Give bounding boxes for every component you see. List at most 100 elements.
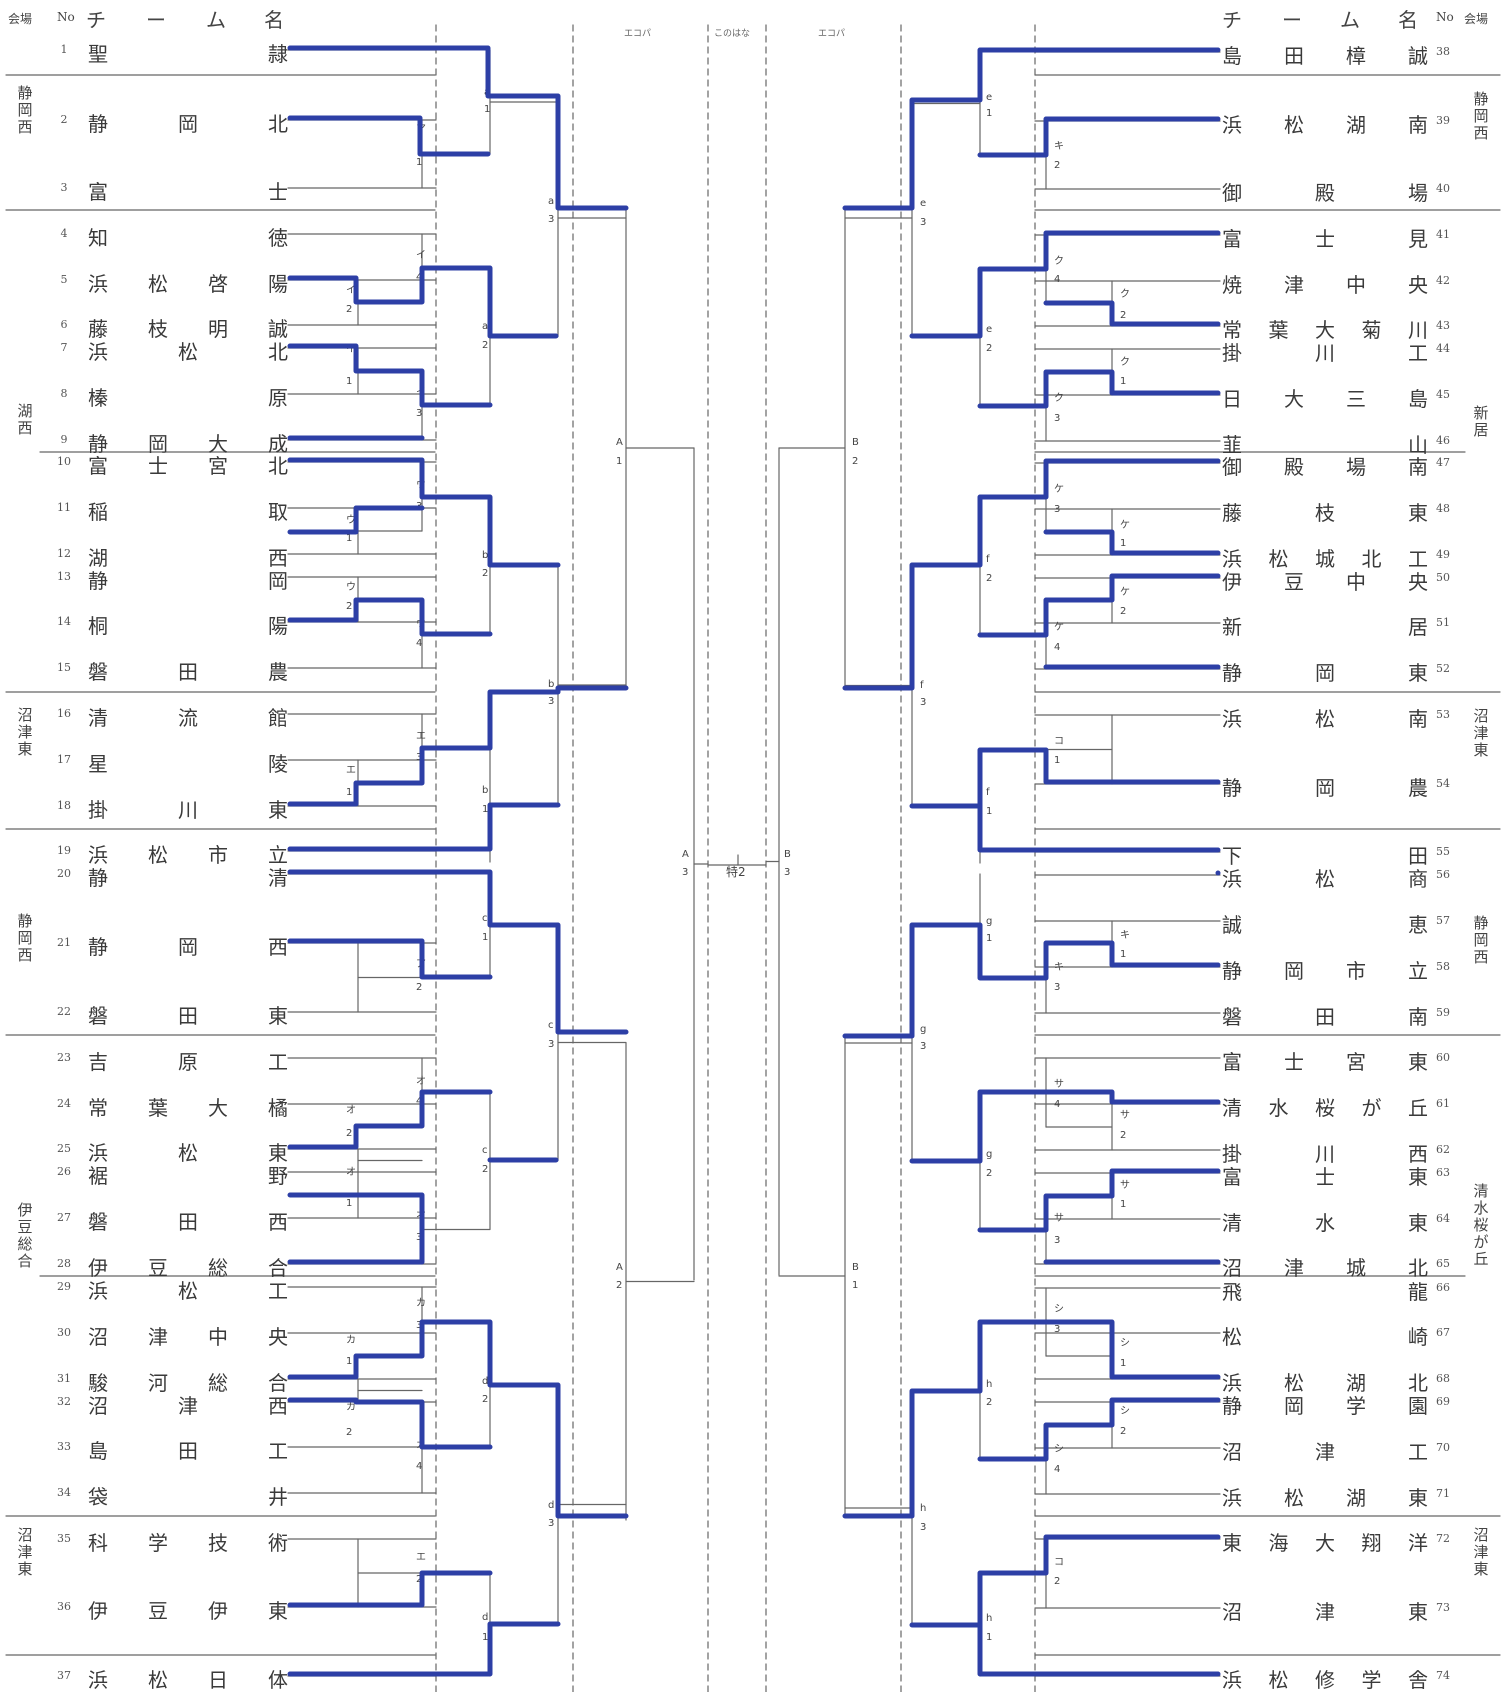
team-name-char: 浜 bbox=[1222, 867, 1242, 891]
team-name-char: 津 bbox=[148, 1325, 168, 1349]
match-label: 2 bbox=[986, 573, 992, 584]
team-name-char: 菊 bbox=[1361, 318, 1382, 342]
match-label: 2 bbox=[616, 1280, 622, 1291]
team-name-69: 静岡学園 bbox=[1220, 1390, 1430, 1418]
team-name-char: 富 bbox=[1222, 1050, 1242, 1074]
team-name-26: 裾野 bbox=[86, 1160, 290, 1188]
team-name-char: 科 bbox=[88, 1531, 108, 1555]
match-label: 1 bbox=[986, 933, 992, 944]
header-team-char-3: ム bbox=[206, 8, 226, 32]
team-no-56: 56 bbox=[1436, 868, 1450, 881]
match-label: c bbox=[548, 1020, 554, 1031]
team-no-49: 49 bbox=[1436, 548, 1450, 561]
team-name-char: 大 bbox=[1284, 387, 1304, 411]
team-name-char: 松 bbox=[1315, 707, 1335, 731]
match-label: ケ bbox=[1120, 519, 1130, 531]
team-name-15: 磐田農 bbox=[86, 656, 290, 684]
match-label: 2 bbox=[346, 304, 352, 315]
match-label: 2 bbox=[1054, 160, 1060, 171]
winner-path bbox=[842, 47, 1221, 211]
team-name-52: 静岡東 bbox=[1220, 657, 1430, 685]
match-label: ケ bbox=[1120, 586, 1130, 598]
team-name-char: 静 bbox=[88, 866, 108, 890]
team-name-21: 静岡西 bbox=[86, 931, 290, 959]
team-name-61: 清水桜が丘 bbox=[1220, 1092, 1430, 1120]
team-name-37: 浜松日体 bbox=[86, 1664, 290, 1692]
match-label: 3 bbox=[682, 867, 688, 878]
match-label: g bbox=[920, 1024, 926, 1035]
team-no-52: 52 bbox=[1436, 662, 1450, 675]
match-label: 1 bbox=[986, 1632, 992, 1643]
match-label: h bbox=[920, 1503, 926, 1514]
team-name-1: 聖隷 bbox=[86, 38, 290, 66]
winner-path bbox=[977, 1168, 1221, 1233]
team-name-char: 岡 bbox=[178, 935, 198, 959]
team-name-char: 富 bbox=[1222, 227, 1242, 251]
team-no-29: 29 bbox=[57, 1280, 71, 1293]
match-label: 3 bbox=[920, 697, 926, 708]
match-label: イ bbox=[416, 250, 426, 261]
team-no-37: 37 bbox=[57, 1669, 71, 1682]
winner-path bbox=[287, 265, 559, 339]
team-name-char: 湖 bbox=[1346, 1486, 1366, 1510]
team-name-char: 殿 bbox=[1315, 181, 1335, 205]
team-name-49: 浜松城北工 bbox=[1220, 543, 1430, 571]
match-label: キ bbox=[1054, 141, 1064, 152]
team-name-char: 松 bbox=[178, 340, 198, 364]
match-label: B bbox=[852, 437, 859, 448]
team-name-char: 清 bbox=[1222, 1211, 1242, 1235]
team-name-char: 丘 bbox=[1408, 1096, 1428, 1120]
team-name-char: 浜 bbox=[1222, 113, 1242, 137]
team-name-char: 松 bbox=[148, 1668, 168, 1692]
team-name-char: 浜 bbox=[88, 843, 108, 867]
team-no-60: 60 bbox=[1436, 1051, 1450, 1064]
team-name-char: 御 bbox=[1222, 455, 1242, 479]
match-label: サ bbox=[1054, 1212, 1064, 1224]
team-no-6: 6 bbox=[60, 318, 68, 331]
team-name-char: 居 bbox=[1408, 615, 1428, 639]
team-name-46: 韮山 bbox=[1220, 429, 1430, 457]
team-name-14: 桐陽 bbox=[86, 610, 290, 638]
match-label: 3 bbox=[920, 217, 926, 228]
match-label: ケ bbox=[1054, 621, 1064, 633]
team-name-47: 御殿場南 bbox=[1220, 451, 1430, 479]
team-name-char: 合 bbox=[268, 1371, 288, 1395]
team-name-char: 立 bbox=[268, 843, 288, 867]
top-label-ecopa-left: エコパ bbox=[624, 29, 652, 39]
team-name-char: 工 bbox=[1408, 341, 1428, 365]
match-label: 2 bbox=[1054, 1576, 1060, 1587]
team-name-char: 北 bbox=[1408, 1256, 1428, 1280]
winner-path bbox=[1043, 529, 1221, 556]
team-name-char: 藤 bbox=[88, 317, 108, 341]
match-label: オ bbox=[416, 1075, 426, 1087]
match-label: h bbox=[986, 1613, 992, 1624]
match-label: 1 bbox=[616, 456, 622, 467]
header-venue-left: 会場 bbox=[8, 12, 33, 26]
team-name-char: 殿 bbox=[1284, 455, 1304, 479]
team-name-22: 磐田東 bbox=[86, 1000, 290, 1028]
match-label: オ bbox=[346, 1166, 356, 1178]
team-no-72: 72 bbox=[1436, 1532, 1450, 1545]
team-name-char: 岡 bbox=[178, 112, 198, 136]
team-name-char: 静 bbox=[1222, 661, 1242, 685]
winner-path bbox=[977, 1397, 1221, 1462]
team-name-char: 清 bbox=[88, 706, 108, 730]
match-label: f bbox=[986, 554, 990, 565]
team-name-char: 松 bbox=[178, 1279, 198, 1303]
team-name-char: 豆 bbox=[148, 1256, 168, 1280]
team-name-char: 浜 bbox=[88, 272, 108, 296]
team-name-33: 島田工 bbox=[86, 1435, 290, 1463]
team-name-char: 央 bbox=[1408, 273, 1428, 297]
team-name-char: 島 bbox=[1408, 387, 1428, 411]
match-label: 3 bbox=[416, 1232, 422, 1243]
team-name-char: 河 bbox=[148, 1371, 168, 1395]
team-name-char: 体 bbox=[268, 1668, 288, 1692]
winner-path bbox=[287, 1319, 629, 1519]
match-label: キ bbox=[1054, 962, 1064, 973]
team-no-41: 41 bbox=[1436, 228, 1450, 241]
match-label: 1 bbox=[484, 104, 490, 115]
team-name-char: 立 bbox=[1408, 959, 1428, 983]
header-team-char-2: ー bbox=[146, 8, 166, 32]
team-name-char: 東 bbox=[1408, 1486, 1428, 1510]
team-name-67: 松崎 bbox=[1220, 1321, 1430, 1349]
